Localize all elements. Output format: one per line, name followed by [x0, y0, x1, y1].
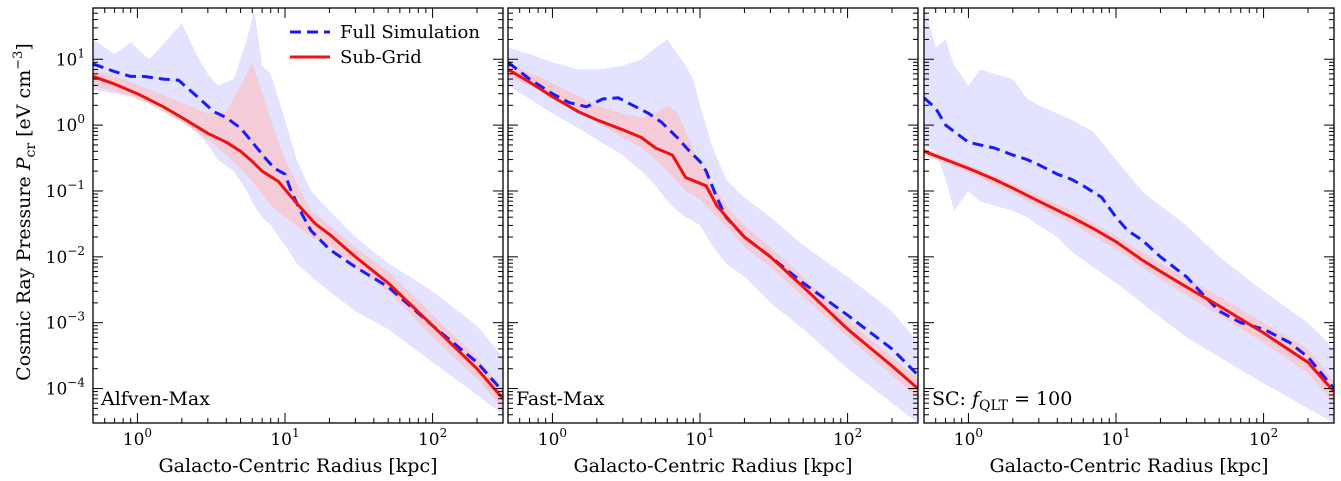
ylabel-units-close: ] — [13, 43, 35, 50]
panel-label: Alfven-Max — [100, 388, 210, 410]
plot-area — [924, 8, 1334, 423]
full-simulation-band — [508, 39, 918, 423]
legend-full-label: Full Simulation — [340, 22, 480, 43]
y-tick-label: 100 — [56, 112, 85, 136]
panel-label: SC: fQLT = 100 — [932, 388, 1072, 414]
y-tick-label: 101 — [56, 46, 85, 70]
x-axis-label: Galacto-Centric Radius [kpc] — [989, 455, 1268, 477]
x-tick-label: 100 — [538, 426, 567, 450]
y-tick-label: 10−2 — [46, 244, 85, 268]
sub-grid-line — [93, 74, 503, 400]
panel-3: 100 101 102 Galacto-Centric Radius [kpc] SC:… — [923, 7, 1335, 477]
y-axis-label: Cosmic Ray Pressure Pcr [eV cm−3] — [11, 43, 39, 381]
sub-grid-line — [508, 68, 918, 390]
x-tick-label: 100 — [954, 426, 983, 450]
full-simulation-line — [508, 61, 918, 377]
ylabel-sup: −3 — [11, 51, 26, 70]
panel-frame — [507, 7, 919, 424]
panel-label: Fast-Max — [516, 388, 605, 410]
panel-2: 100 101 102 Galacto-Centric Radius [kpc] Fas… — [507, 7, 919, 477]
legend: Full Simulation Sub-Grid — [290, 22, 480, 68]
x-tick-label: 102 — [418, 426, 447, 450]
x-axis-label: Galacto-Centric Radius [kpc] — [573, 455, 852, 477]
y-tick-label: 10−3 — [46, 310, 85, 334]
sub-grid-band — [93, 62, 503, 409]
full-simulation-line — [924, 96, 1334, 390]
panels: 100 101 102 101 100 10−1 10−2 10−3 10−4 Galacto-C… — [46, 7, 1335, 477]
ylabel-units-open: [eV cm — [13, 70, 35, 143]
legend-subgrid-label: Sub-Grid — [340, 47, 422, 68]
x-tick-label: 102 — [833, 426, 862, 450]
ylabel-symbol: P — [13, 156, 35, 171]
panel-frame — [92, 7, 504, 424]
x-tick-label: 101 — [685, 426, 714, 450]
x-tick-label: 100 — [123, 426, 152, 450]
plot-area — [508, 39, 918, 423]
panel-frame — [923, 7, 1335, 424]
ylabel-sub: cr — [23, 143, 39, 158]
sub-grid-line — [924, 149, 1334, 393]
y-tick-label: 10−4 — [46, 376, 86, 400]
y-tick-label: 10−1 — [46, 178, 85, 202]
ylabel-pre: Cosmic Ray Pressure — [13, 170, 35, 381]
plot-area — [93, 10, 503, 415]
panel-1: 100 101 102 101 100 10−1 10−2 10−3 10−4 Galacto-C… — [46, 7, 504, 477]
x-tick-label: 101 — [1101, 426, 1130, 450]
x-tick-label: 101 — [270, 426, 299, 450]
full-simulation-line — [93, 62, 503, 393]
full-simulation-band — [924, 8, 1334, 423]
x-tick-label: 102 — [1249, 426, 1278, 450]
x-axis-label: Galacto-Centric Radius [kpc] — [158, 455, 437, 477]
